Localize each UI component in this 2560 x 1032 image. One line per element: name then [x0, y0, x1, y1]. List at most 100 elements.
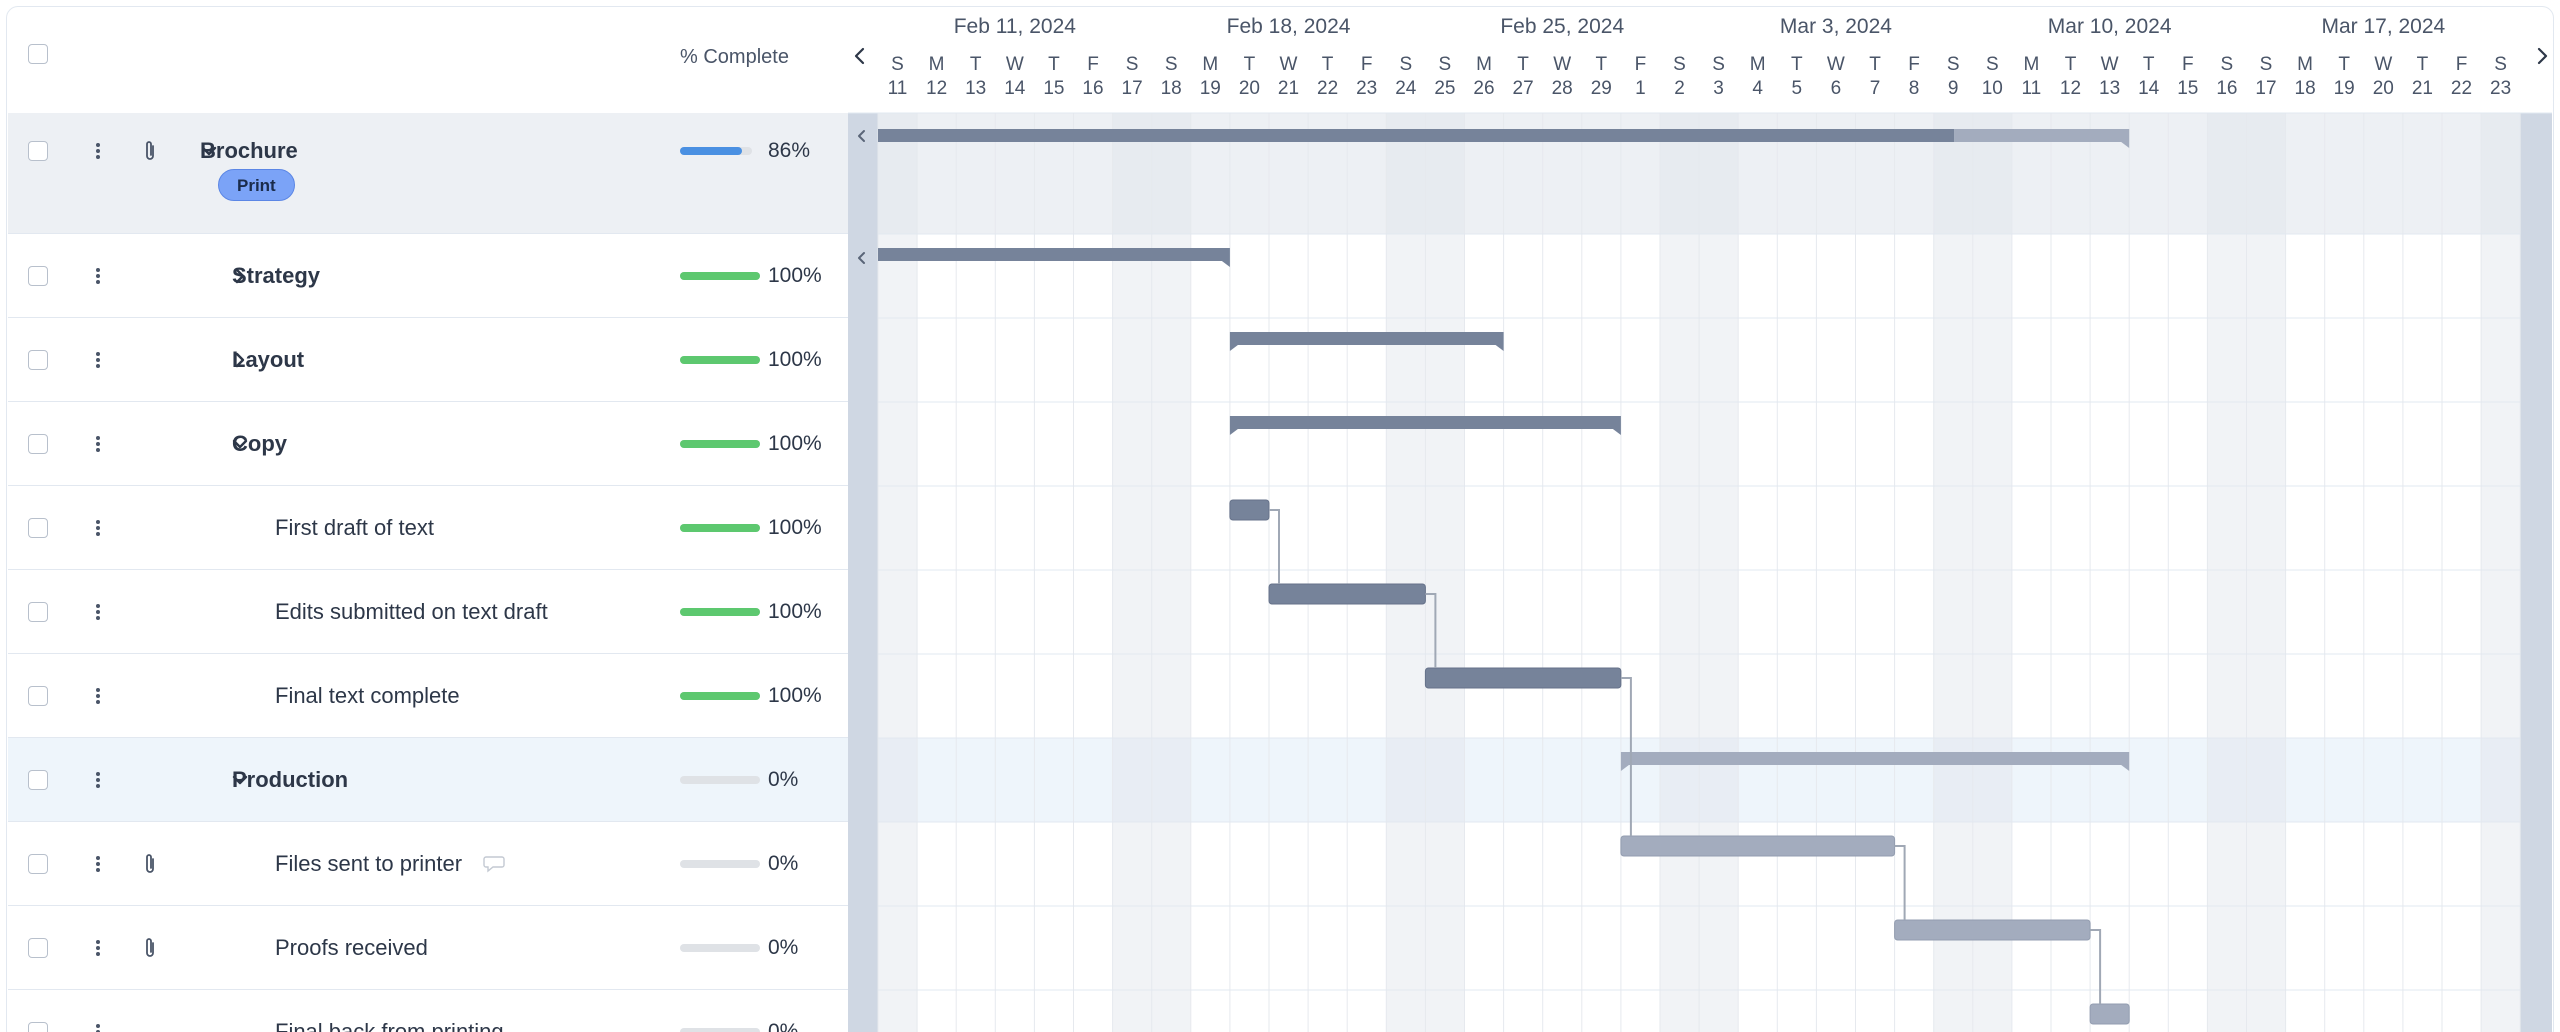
- day-number: 28: [1551, 78, 1573, 99]
- kebab-menu-icon[interactable]: [96, 856, 100, 872]
- row-checkbox[interactable]: [28, 141, 48, 161]
- task-name[interactable]: Brochure: [200, 138, 298, 163]
- task-name[interactable]: Proofs received: [275, 935, 428, 960]
- task-bar[interactable]: [2089, 1003, 2130, 1025]
- day-letter: W: [1279, 54, 1298, 75]
- task-bar[interactable]: [1424, 667, 1622, 689]
- task-row[interactable]: Proofs received 0%: [8, 906, 848, 990]
- day-letter: S: [1712, 54, 1725, 75]
- task-row[interactable]: First draft of text 100%: [8, 486, 848, 570]
- row-checkbox[interactable]: [28, 686, 48, 706]
- day-letter: S: [1164, 54, 1178, 75]
- chevron-down-icon[interactable]: [201, 143, 217, 159]
- right-scroll-gutter[interactable]: [2520, 113, 2552, 1032]
- day-letter: W: [2374, 54, 2393, 75]
- task-name[interactable]: First draft of text: [275, 515, 434, 540]
- progress-bar: [680, 1028, 760, 1032]
- row-checkbox[interactable]: [28, 1022, 48, 1032]
- summary-bar-remaining[interactable]: [1954, 129, 2130, 142]
- task-name[interactable]: Copy: [232, 431, 287, 456]
- row-checkbox[interactable]: [28, 434, 48, 454]
- day-number: 11: [2021, 78, 2042, 99]
- paperclip-icon[interactable]: [142, 852, 158, 876]
- weekend-column: [1972, 113, 2012, 1032]
- percent-complete-header[interactable]: % Complete: [680, 46, 789, 68]
- prev-timeline-chevron-left-icon[interactable]: [850, 44, 870, 68]
- row-checkbox[interactable]: [28, 854, 48, 874]
- summary-bar[interactable]: [878, 248, 1230, 261]
- task-name[interactable]: Edits submitted on text draft: [275, 599, 548, 624]
- summary-bar[interactable]: [1229, 416, 1621, 429]
- day-number: 17: [2255, 78, 2277, 99]
- kebab-menu-icon[interactable]: [96, 436, 100, 452]
- left-scroll-gutter[interactable]: [848, 113, 878, 1032]
- row-checkbox[interactable]: [28, 602, 48, 622]
- chevron-down-icon[interactable]: [232, 436, 248, 452]
- summary-bar[interactable]: [1229, 332, 1504, 345]
- day-number: 8: [1908, 78, 1920, 99]
- week-label: Mar 3, 2024: [1779, 15, 1892, 38]
- kebab-menu-icon[interactable]: [96, 688, 100, 704]
- select-all-checkbox[interactable]: [28, 44, 48, 64]
- task-bar[interactable]: [1229, 499, 1270, 521]
- task-row[interactable]: Final text complete 100%: [8, 654, 848, 738]
- row-checkbox[interactable]: [28, 266, 48, 286]
- summary-bar[interactable]: [1620, 752, 2130, 765]
- task-name[interactable]: Final back from printing: [275, 1019, 504, 1032]
- kebab-menu-icon[interactable]: [96, 1024, 100, 1032]
- chevron-down-icon[interactable]: [232, 772, 248, 788]
- progress-fill: [680, 356, 760, 364]
- row-checkbox[interactable]: [28, 938, 48, 958]
- comment-icon[interactable]: [482, 854, 506, 874]
- kebab-menu-icon[interactable]: [96, 520, 100, 536]
- task-row[interactable]: Edits submitted on text draft 100%: [8, 570, 848, 654]
- paperclip-icon[interactable]: [142, 139, 158, 163]
- task-row[interactable]: Copy 100%: [8, 402, 848, 486]
- weekend-column: [1699, 113, 1739, 1032]
- row-checkbox[interactable]: [28, 350, 48, 370]
- task-row[interactable]: Layout 100%: [8, 318, 848, 402]
- day-letter: F: [2455, 54, 2468, 75]
- task-row[interactable]: Strategy 100%: [8, 234, 848, 318]
- paperclip-icon[interactable]: [142, 936, 158, 960]
- task-row[interactable]: Files sent to printer 0%: [8, 822, 848, 906]
- percent-value: 100%: [768, 684, 822, 707]
- kebab-menu-icon[interactable]: [96, 143, 100, 159]
- kebab-menu-icon[interactable]: [96, 352, 100, 368]
- day-number: 20: [2372, 78, 2394, 99]
- task-name[interactable]: Production: [232, 767, 349, 792]
- scroll-to-start-chevron-left-icon[interactable]: [852, 124, 872, 148]
- task-bar[interactable]: [1268, 583, 1426, 605]
- progress-fill: [680, 692, 760, 700]
- weekend-column: [1386, 113, 1426, 1032]
- day-letter: S: [2220, 54, 2234, 75]
- task-name[interactable]: Layout: [232, 347, 305, 372]
- task-bar[interactable]: [1620, 835, 1896, 857]
- day-number: 29: [1590, 78, 1612, 99]
- tag-badge[interactable]: Print: [218, 169, 295, 201]
- summary-bar-progress[interactable]: [878, 129, 1955, 142]
- row-checkbox[interactable]: [28, 518, 48, 538]
- task-row[interactable]: Final back from printing 0%: [8, 990, 848, 1032]
- dependency-connector: [1894, 845, 1906, 920]
- day-number: 13: [965, 78, 987, 99]
- task-row[interactable]: Production 0%: [8, 738, 848, 822]
- task-row[interactable]: Brochure Print 86%: [8, 113, 848, 234]
- scroll-to-start-chevron-left-icon[interactable]: [852, 246, 872, 270]
- day-number: 12: [926, 78, 948, 99]
- next-timeline-chevron-right-icon[interactable]: [2532, 44, 2552, 68]
- day-number: 14: [1004, 78, 1026, 99]
- kebab-menu-icon[interactable]: [96, 604, 100, 620]
- task-name[interactable]: Files sent to printer: [275, 851, 463, 876]
- chevron-right-icon[interactable]: [232, 352, 248, 368]
- weekend-column: [878, 113, 918, 1032]
- task-name[interactable]: Strategy: [232, 263, 321, 288]
- chevron-right-icon[interactable]: [232, 268, 248, 284]
- kebab-menu-icon[interactable]: [96, 268, 100, 284]
- kebab-menu-icon[interactable]: [96, 940, 100, 956]
- task-name[interactable]: Final text complete: [275, 683, 460, 708]
- row-checkbox[interactable]: [28, 770, 48, 790]
- kebab-menu-icon[interactable]: [96, 772, 100, 788]
- weekend-column: [1112, 113, 1152, 1032]
- task-bar[interactable]: [1894, 919, 2091, 941]
